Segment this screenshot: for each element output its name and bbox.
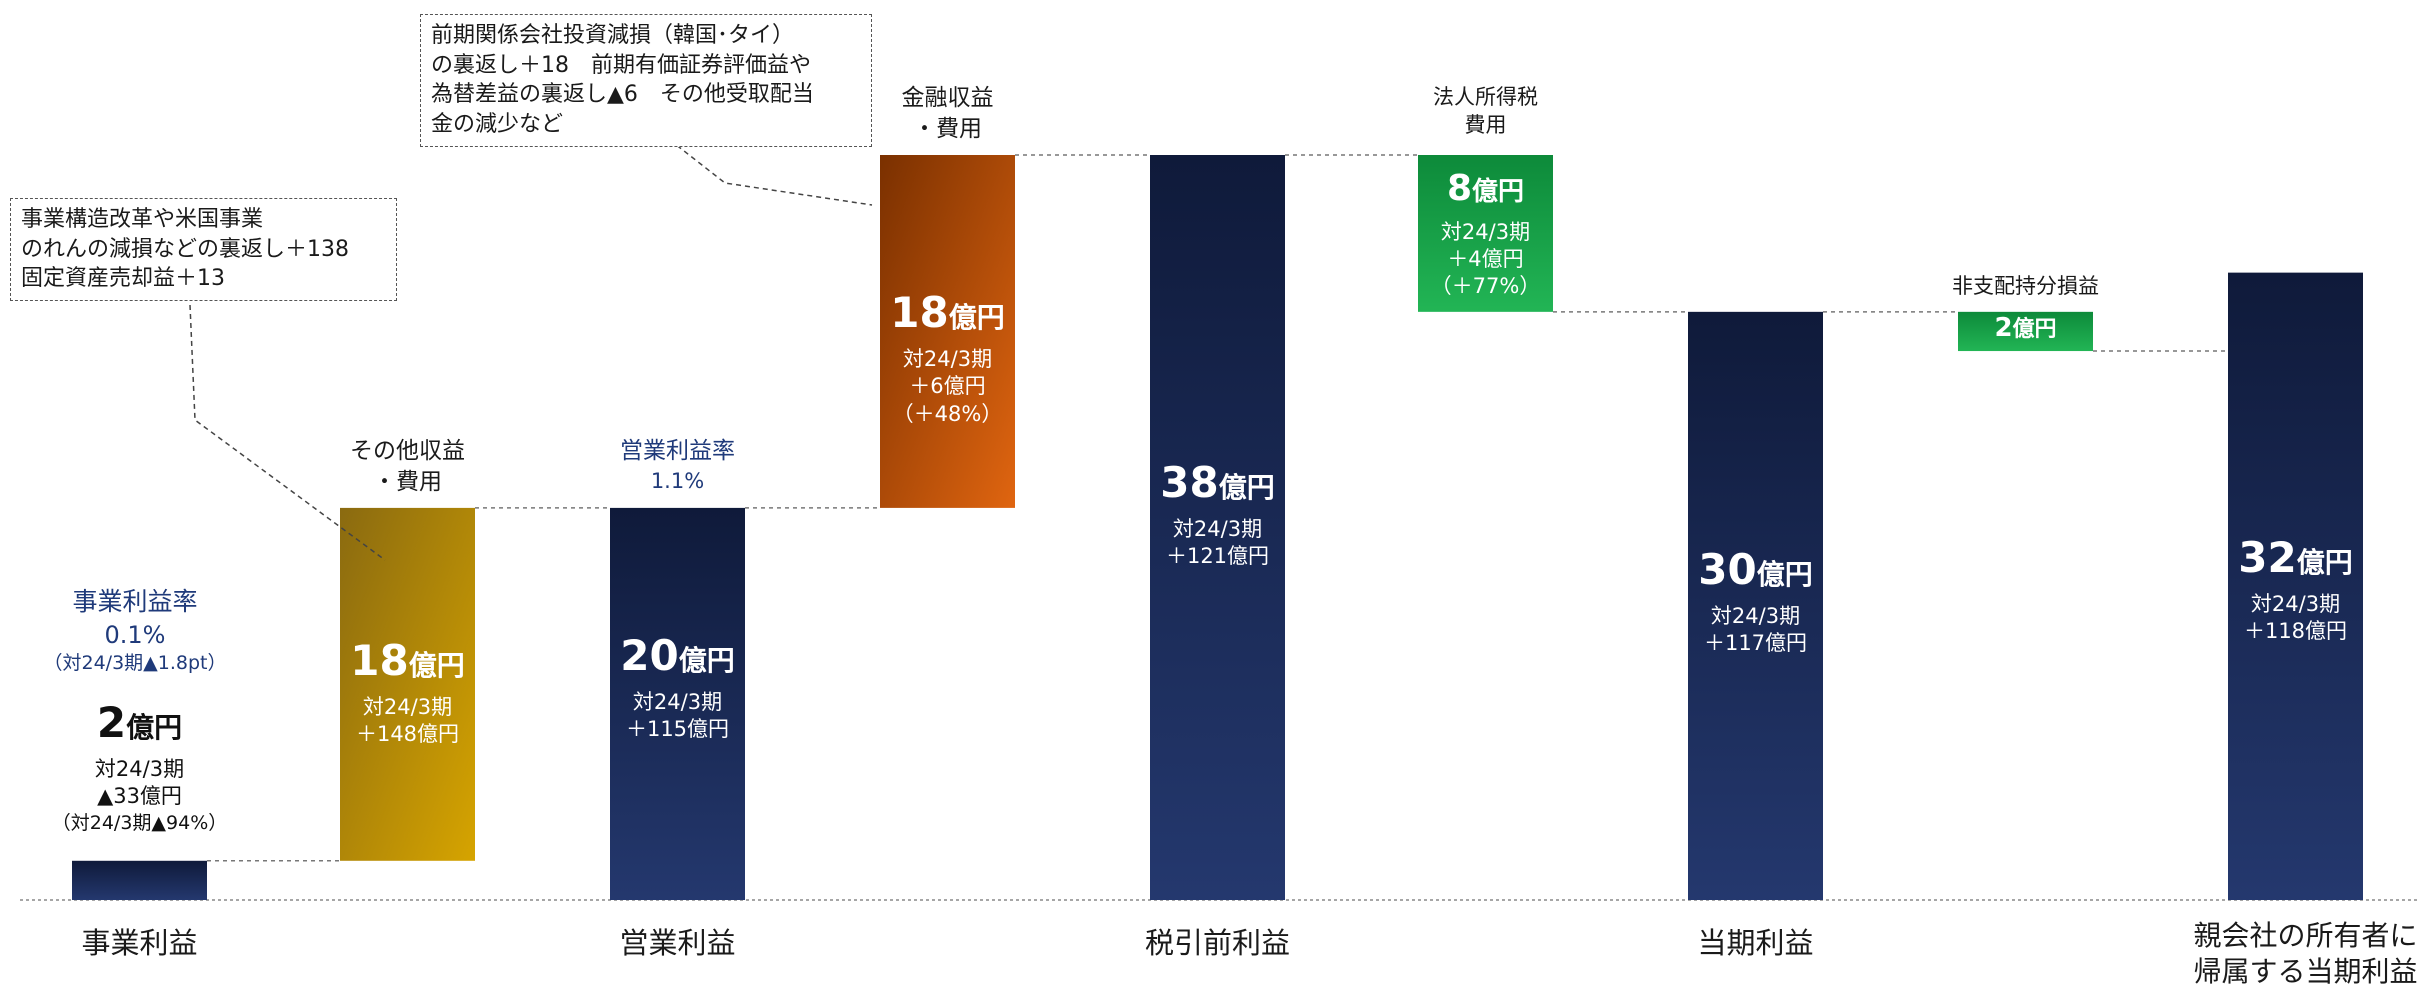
delta-category-line: 費用 <box>1346 111 1626 139</box>
axis-label-line: 帰属する当期利益 <box>2156 954 2436 990</box>
business-margin-line: 事業利益率 <box>20 585 250 619</box>
sub-label: ＋121億円 <box>1108 543 1328 570</box>
sub-label: ▲33億円 <box>30 783 250 810</box>
value-label: 32億円 <box>2186 535 2406 581</box>
annotation-line: 固定資産売却益＋13 <box>21 264 386 294</box>
value-number: 32 <box>2238 533 2296 582</box>
value-label: 2億円 <box>30 700 250 746</box>
axis-label: 税引前利益 <box>1028 925 1408 963</box>
annotation-line: の裏返し＋18 前期有価証券評価益や <box>431 51 861 81</box>
sub-label: 対24/3期 <box>1376 219 1596 246</box>
value-number: 18 <box>350 636 408 685</box>
sub-label: ＋4億円 <box>1376 246 1596 273</box>
value-unit: 億円 <box>1757 558 1813 591</box>
bar-label-3: 20億円対24/3期＋115億円 <box>568 633 788 744</box>
annotation-leader <box>670 140 872 205</box>
operating-margin-line: 営業利益率 <box>548 436 808 467</box>
sub-label: 対24/3期 <box>298 694 518 721</box>
annotation-line: 事業構造改革や米国事業 <box>21 205 386 235</box>
value-label: 30億円 <box>1646 547 1866 593</box>
delta-category-label: その他収益・費用 <box>268 436 548 498</box>
value-unit: 億円 <box>126 711 182 744</box>
bar-label-5: 38億円対24/3期＋121億円 <box>1108 460 1328 571</box>
bar-label-9: 32億円対24/3期＋118億円 <box>2186 535 2406 646</box>
axis-label-line: 税引前利益 <box>1028 925 1408 963</box>
axis-label: 営業利益 <box>488 925 868 963</box>
annotation-line: 前期関係会社投資減損（韓国･タイ） <box>431 21 861 51</box>
annotation-box: 前期関係会社投資減損（韓国･タイ）の裏返し＋18 前期有価証券評価益や為替差益の… <box>420 14 872 147</box>
value-label: 38億円 <box>1108 460 1328 506</box>
value-number: 30 <box>1698 545 1756 594</box>
sub-label: 対24/3期 <box>1108 516 1328 543</box>
bar-label-8: 2億円 <box>1916 314 2136 343</box>
sub-label: （＋77%） <box>1376 273 1596 300</box>
axis-label: 当期利益 <box>1566 925 1946 963</box>
value-number: 8 <box>1447 168 1472 209</box>
annotation-line: 金の減少など <box>431 110 861 140</box>
sub-label: 対24/3期 <box>1646 603 1866 630</box>
value-number: 2 <box>1994 313 2012 343</box>
axis-label-line: 事業利益 <box>0 925 330 963</box>
sub-label: （＋48%） <box>838 401 1058 428</box>
value-number: 20 <box>620 631 678 680</box>
sub-label: ＋115億円 <box>568 716 788 743</box>
bar-label-2: 18億円対24/3期＋148億円 <box>298 638 518 749</box>
annotation-line: のれんの減損などの裏返し＋138 <box>21 235 386 265</box>
delta-category-line: 法人所得税 <box>1346 83 1626 111</box>
bar-label-1: 2億円対24/3期▲33億円（対24/3期▲94%） <box>30 700 250 835</box>
business-margin-line: 0.1% <box>20 619 250 651</box>
delta-category-line: その他収益 <box>268 436 548 467</box>
value-number: 2 <box>97 698 126 747</box>
sub-label: ＋117億円 <box>1646 630 1866 657</box>
bar-1 <box>72 861 207 900</box>
value-unit: 億円 <box>2013 317 2057 342</box>
axis-label-line: 親会社の所有者に <box>2156 918 2436 954</box>
value-unit: 億円 <box>2297 546 2353 579</box>
sub-label: ＋6億円 <box>838 373 1058 400</box>
sub-label: ＋118億円 <box>2186 618 2406 645</box>
axis-label: 事業利益 <box>0 925 330 963</box>
value-label: 18億円 <box>838 290 1058 336</box>
value-unit: 億円 <box>1472 177 1524 207</box>
value-unit: 億円 <box>1219 471 1275 504</box>
annotation-line: 為替差益の裏返し▲6 その他受取配当 <box>431 80 861 110</box>
sub-label: 対24/3期 <box>30 756 250 783</box>
value-label: 2億円 <box>1916 314 2136 343</box>
sub-label: 対24/3期 <box>568 689 788 716</box>
sub-label: （対24/3期▲94%） <box>30 811 250 836</box>
bar-label-6: 8億円対24/3期＋4億円（＋77%） <box>1376 169 1596 300</box>
value-label: 18億円 <box>298 638 518 684</box>
value-unit: 億円 <box>679 644 735 677</box>
delta-category-label: 非支配持分損益 <box>1886 272 2166 300</box>
value-label: 8億円 <box>1376 169 1596 209</box>
delta-category-label: 法人所得税費用 <box>1346 83 1626 140</box>
axis-label-line: 当期利益 <box>1566 925 1946 963</box>
business-margin-line: （対24/3期▲1.8pt） <box>20 651 250 677</box>
axis-label: 親会社の所有者に帰属する当期利益 <box>2156 918 2436 991</box>
sub-label: ＋148億円 <box>298 721 518 748</box>
sub-label: 対24/3期 <box>2186 591 2406 618</box>
value-label: 20億円 <box>568 633 788 679</box>
axis-label-line: 営業利益 <box>488 925 868 963</box>
value-unit: 億円 <box>949 301 1005 334</box>
bar-label-4: 18億円対24/3期＋6億円（＋48%） <box>838 290 1058 428</box>
bar-label-7: 30億円対24/3期＋117億円 <box>1646 547 1866 658</box>
value-number: 18 <box>890 288 948 337</box>
sub-label: 対24/3期 <box>838 346 1058 373</box>
delta-category-line: ・費用 <box>268 467 548 498</box>
delta-category-line: 非支配持分損益 <box>1886 272 2166 300</box>
operating-margin-line: 1.1% <box>548 467 808 495</box>
value-unit: 億円 <box>409 649 465 682</box>
value-number: 38 <box>1160 458 1218 507</box>
